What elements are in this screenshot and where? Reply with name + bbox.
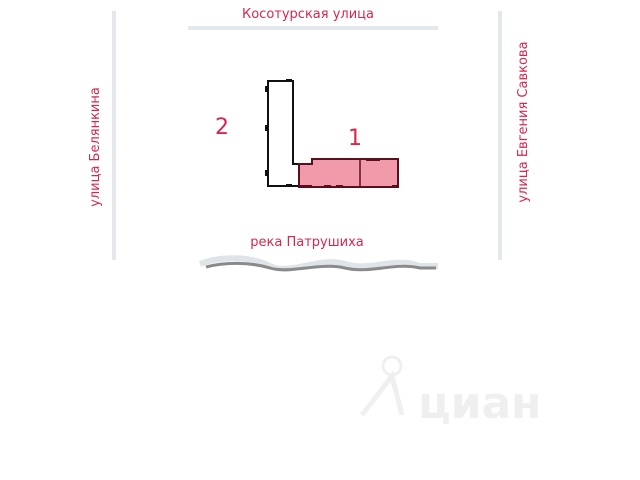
building-2	[265, 79, 300, 187]
building-1-label: 1	[348, 126, 362, 151]
building-2-label: 2	[215, 115, 229, 140]
svg-text:циан: циан	[418, 378, 542, 429]
street-top-label: Косотурская улица	[242, 7, 374, 22]
river-label: река Патрушиха	[250, 235, 363, 250]
river	[198, 255, 438, 272]
street-right-label: улица Евгения Савкова	[516, 41, 531, 202]
street-left-label: улица Белянкина	[88, 87, 103, 207]
building-1[interactable]	[298, 158, 399, 188]
cian-logo-watermark: циан	[360, 355, 542, 429]
